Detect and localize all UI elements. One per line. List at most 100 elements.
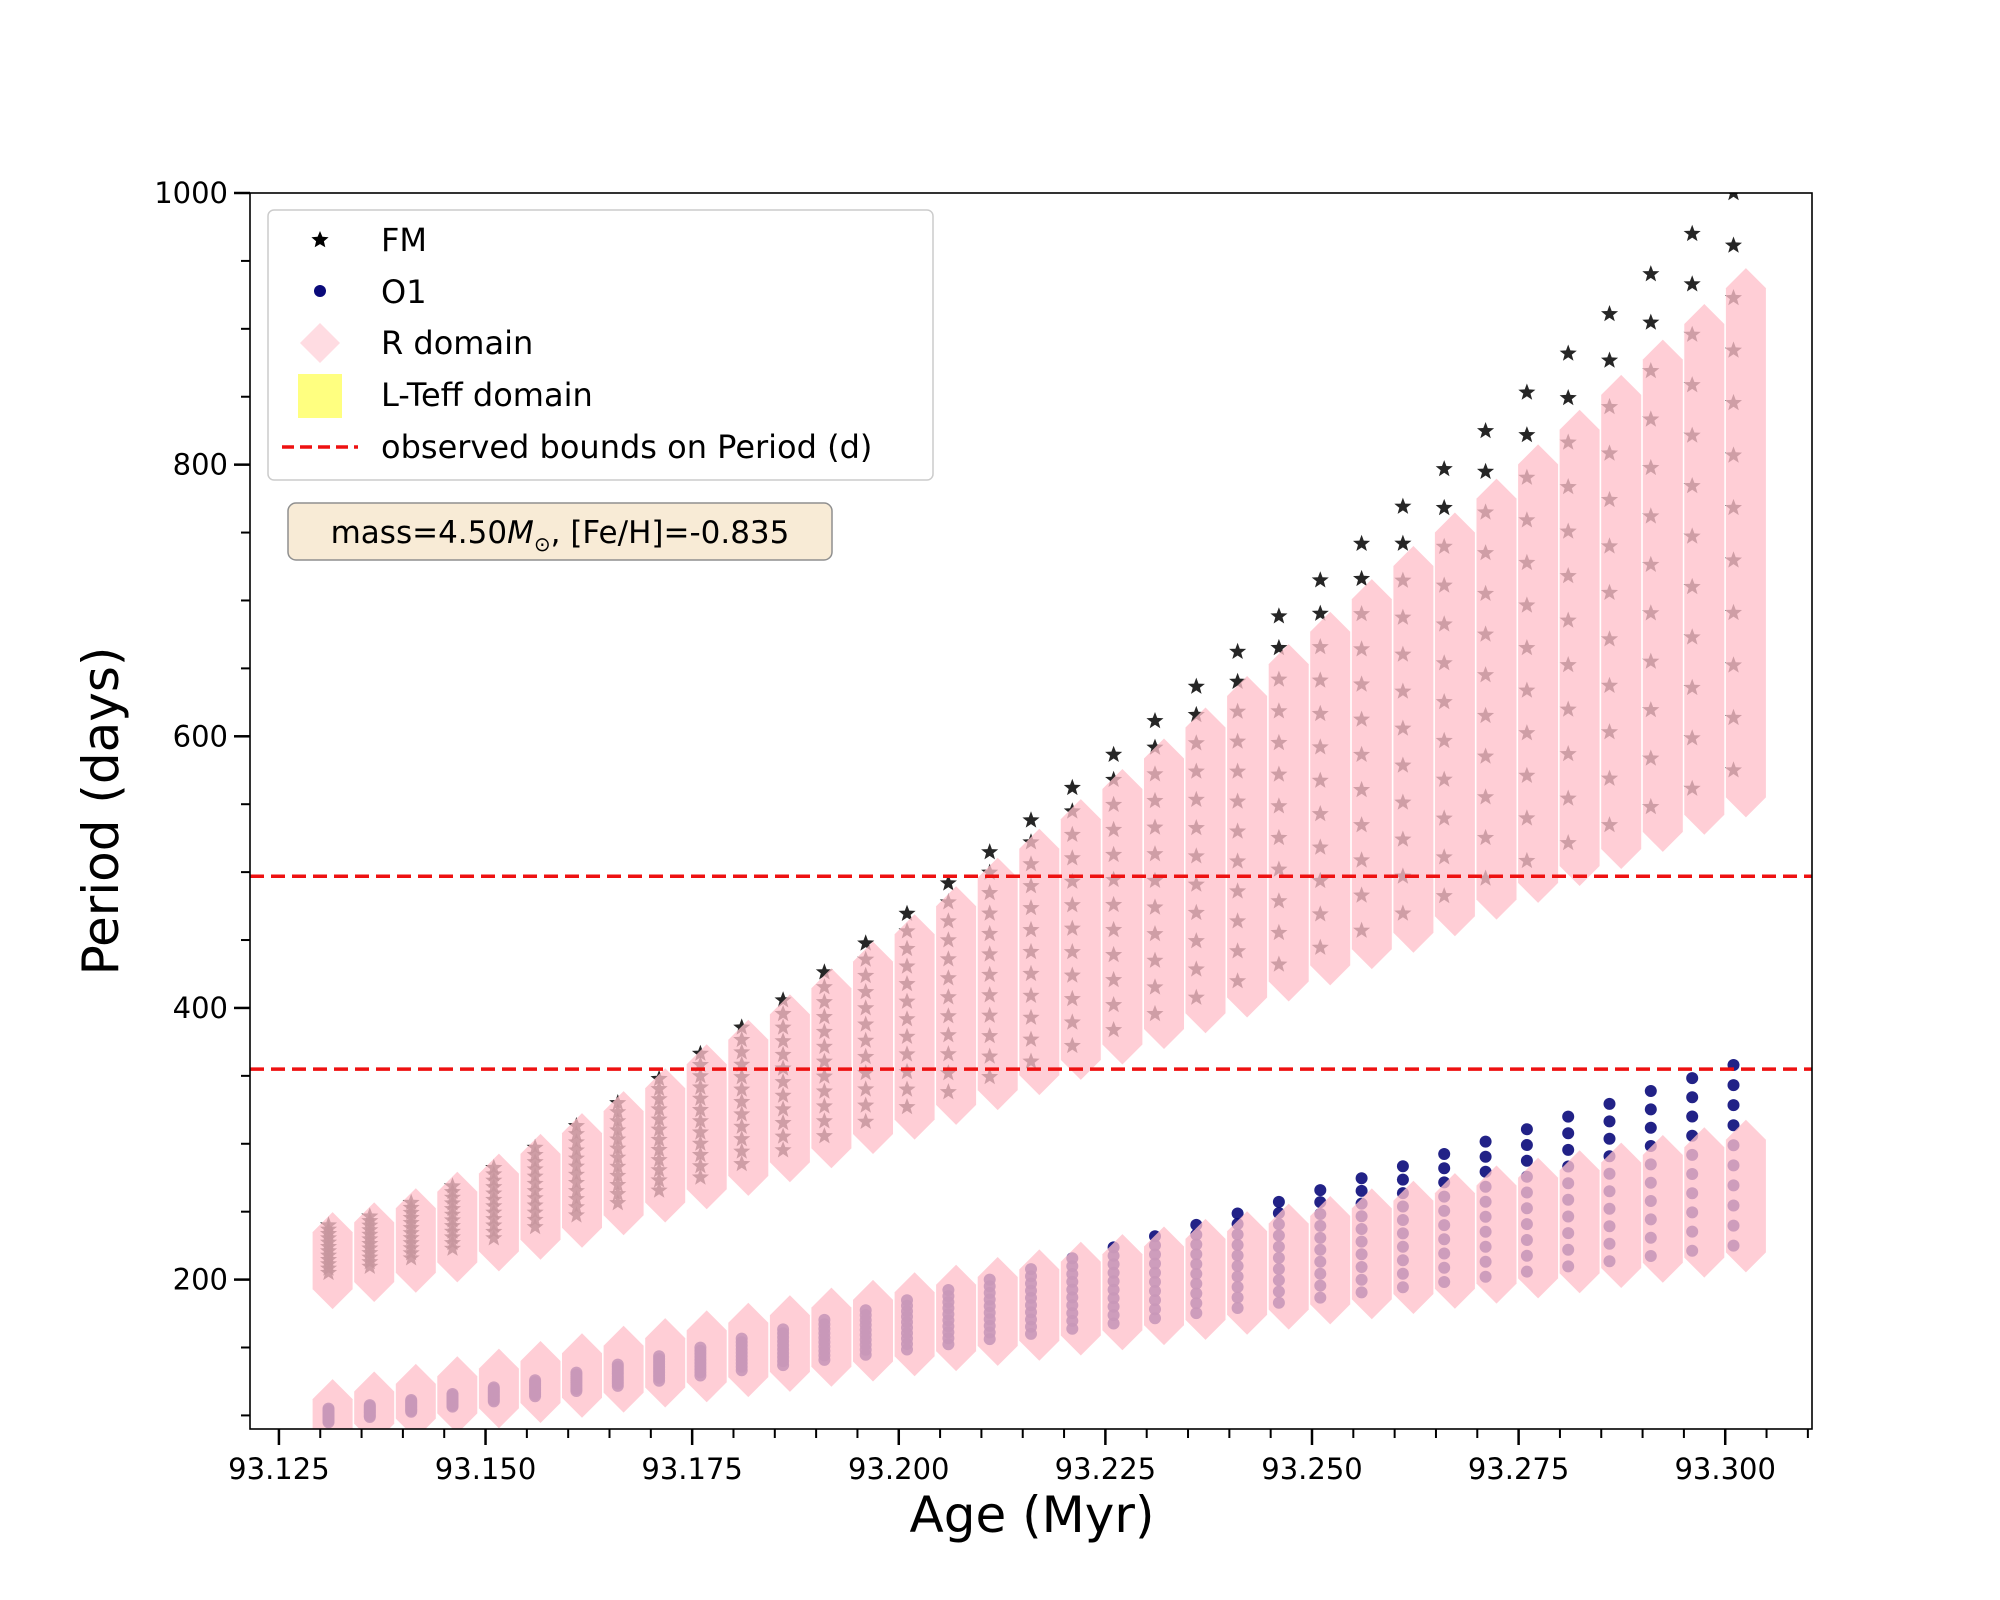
o1-point: [1479, 1150, 1492, 1163]
fm-star-point: [1105, 745, 1123, 762]
r-domain-lower-column: [520, 1341, 561, 1423]
y-tick-label: 800: [173, 448, 228, 482]
r-domain-upper-column: [728, 1019, 769, 1196]
r-domain-upper-column: [1393, 546, 1434, 953]
r-domain-upper-column: [1019, 828, 1060, 1096]
o1-point: [1686, 1091, 1699, 1104]
o1-point: [1479, 1135, 1492, 1148]
fm-star-point: [1601, 351, 1619, 368]
r-domain-upper-column: [811, 968, 852, 1169]
x-tick-label: 93.175: [641, 1452, 742, 1486]
y-tick-label: 400: [173, 991, 228, 1025]
x-tick-label: 93.150: [435, 1452, 536, 1486]
r-domain-upper-column: [936, 886, 977, 1125]
r-domain-upper-column: [1601, 374, 1642, 869]
r-domain-upper-column: [1102, 769, 1143, 1065]
o1-point: [1603, 1115, 1616, 1128]
r-domain-upper-column: [478, 1153, 519, 1272]
fm-star-point: [1311, 571, 1329, 588]
o1-point: [1520, 1139, 1533, 1151]
fm-star-point: [1311, 604, 1329, 621]
legend-diamond-marker: [300, 323, 340, 363]
r-domain-lower-column: [354, 1371, 395, 1429]
r-domain-upper-column: [1476, 478, 1517, 920]
r-domain-upper-column: [1310, 611, 1351, 986]
r-domain-upper-column: [1268, 644, 1309, 1002]
r-domain-upper-column: [686, 1044, 727, 1210]
r-domain-lower-column: [1268, 1203, 1309, 1330]
fm-star-point: [1353, 534, 1371, 551]
fm-star-point: [1353, 569, 1371, 587]
legend-label-fm: FM: [381, 221, 427, 259]
r-domain-lower-column: [894, 1272, 935, 1377]
fm-star-point: [1022, 811, 1040, 828]
r-domain-lower-column: [478, 1348, 519, 1429]
fm-star-point: [1724, 236, 1742, 253]
r-domain-lower-column: [1060, 1241, 1101, 1356]
r-domain-lower-column: [1559, 1150, 1600, 1294]
fm-star-point: [1063, 778, 1081, 796]
r-domain-upper-column: [395, 1188, 436, 1293]
o1-point: [1603, 1132, 1616, 1145]
r-domain-upper-column: [1559, 409, 1600, 886]
fm-star-point: [1435, 498, 1453, 516]
o1-point: [1314, 1184, 1327, 1197]
legend-circle-marker: [314, 285, 326, 297]
annotation-text: mass=4.50M⊙, [Fe/H]=-0.835: [331, 515, 790, 556]
r-domain-lower-column: [1351, 1188, 1392, 1320]
o1-point: [1562, 1127, 1575, 1140]
axis-ticks: 93.125 93.150 93.175 93.200 93.225 93.250 93.2…: [154, 176, 1809, 1486]
fm-star-point: [1229, 672, 1247, 689]
r-domain-upper-column: [354, 1202, 395, 1302]
bound-lines: [250, 874, 1812, 1071]
fm-star-point: [1270, 607, 1288, 624]
fm-star-point: [1477, 462, 1495, 479]
r-domain-upper-column: [562, 1113, 602, 1248]
fm-star-point: [1187, 705, 1205, 723]
fm-star-point: [1270, 638, 1288, 656]
r-domain-upper-column: [769, 994, 810, 1183]
annotation: mass=4.50M⊙, [Fe/H]=-0.835: [287, 502, 833, 561]
x-tick-label: 93.275: [1468, 1452, 1569, 1486]
r-domain-lower-column: [1102, 1234, 1143, 1351]
fm-star-point: [1146, 712, 1164, 729]
fm-star-point: [1559, 344, 1577, 361]
annotation-box: [287, 502, 833, 561]
r-domain-upper-column: [1642, 339, 1683, 852]
x-tick-label: 93.225: [1055, 1452, 1156, 1486]
r-domain-upper-column: [1725, 268, 1766, 818]
fm-star-point: [1728, 193, 1739, 201]
fm-star-point: [898, 904, 916, 921]
legend-label-observed-bounds: observed bounds on Period (d): [381, 428, 872, 466]
fm-star-point: [981, 843, 999, 860]
y-tick-label: 1000: [154, 176, 228, 210]
r-domain-lower-column: [936, 1264, 977, 1372]
r-domain-upper-column: [1434, 512, 1475, 937]
r-domain-lower-column: [1476, 1165, 1517, 1304]
o1-point: [1644, 1121, 1657, 1134]
plot-frame: [249, 192, 1813, 1430]
legend-item-lteff-domain: L-Teff domain: [298, 374, 593, 418]
r-domain-lower-column: [1518, 1157, 1559, 1299]
o1-point: [1231, 1207, 1244, 1220]
o1-point: [1396, 1173, 1409, 1186]
r-domain-upper-column: [1227, 676, 1268, 1018]
r-domain-lower-column: [811, 1287, 852, 1387]
fm-star-point: [1559, 389, 1577, 406]
r-domain-lower-column: [853, 1279, 893, 1382]
x-tick-label: 93.300: [1674, 1452, 1775, 1486]
o1-point: [1603, 1097, 1616, 1110]
r-domain-upper-column: [312, 1212, 353, 1310]
r-domain-lower-column: [686, 1310, 727, 1403]
fm-star-point: [1642, 265, 1660, 282]
o1-point: [1520, 1123, 1533, 1136]
r-domain-upper-column: [1185, 707, 1226, 1034]
legend-frame: [267, 209, 934, 481]
annotation-symbol: M: [507, 515, 534, 551]
y-axis-title: Period (days): [72, 647, 130, 976]
x-axis-title: Age (Myr): [910, 1486, 1155, 1544]
r-domain-upper-column: [977, 857, 1018, 1111]
r-domain-upper-column: [437, 1171, 478, 1283]
r-domain-lower-column: [1227, 1211, 1268, 1335]
legend: FM O1 R domain L-Teff domain observed bo…: [267, 209, 934, 481]
